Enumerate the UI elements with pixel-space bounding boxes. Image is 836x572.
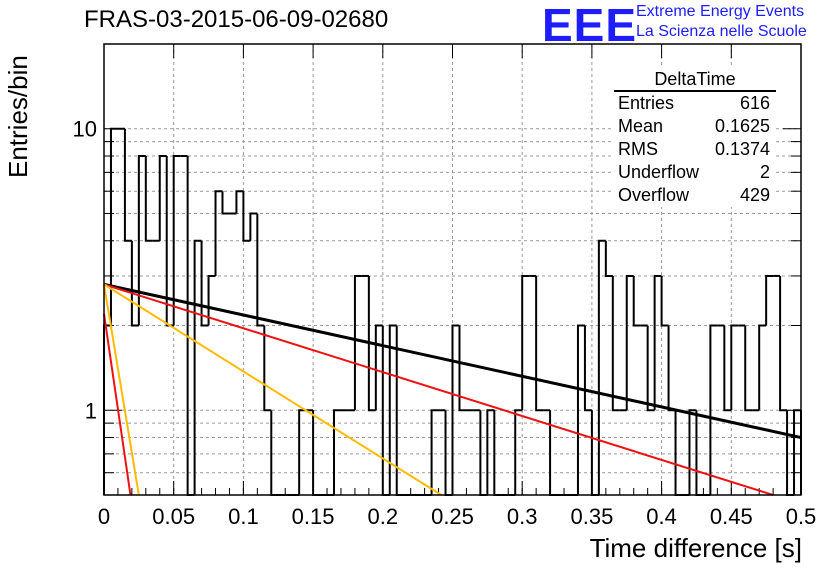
y-tick-labels: 1 10	[73, 117, 97, 424]
y-axis-label: Entries/bin	[3, 55, 33, 178]
stats-value: 616	[739, 93, 770, 113]
stats-label: Mean	[618, 116, 664, 136]
histogram-bin	[123, 128, 132, 242]
histogram-bin	[604, 240, 613, 277]
histogram-bin	[388, 324, 397, 495]
stats-label: Overflow	[618, 185, 690, 205]
histogram-bin	[130, 240, 139, 327]
x-tick-label: 0.15	[292, 504, 335, 529]
histogram-bin	[688, 409, 697, 495]
histogram-bin	[583, 325, 592, 412]
histogram-bin	[214, 190, 223, 276]
x-tick-label: 0.5	[786, 504, 817, 529]
x-tick-label: 0.4	[646, 504, 677, 529]
histogram-bin	[207, 274, 216, 326]
plot-frame	[103, 43, 802, 496]
histogram-bin	[730, 324, 739, 411]
stats-box: DeltaTime Entries 616 Mean 0.1625 RMS 0.…	[614, 68, 776, 207]
x-tick-label: 0.05	[152, 504, 195, 529]
histogram-bin	[249, 212, 258, 241]
x-tick-label: 0.3	[507, 504, 538, 529]
x-tick-label: 0	[98, 504, 110, 529]
histogram-bin	[200, 240, 209, 327]
fit-curve	[103, 282, 802, 440]
histogram-bin	[256, 213, 265, 327]
histogram-bin	[137, 155, 146, 326]
histogram-bin	[611, 275, 620, 412]
histogram-bin	[353, 274, 362, 411]
stats-value: 429	[739, 185, 770, 205]
histogram-bin	[765, 274, 774, 326]
fit-curve	[103, 284, 140, 496]
stats-row-mean: Mean 0.1625	[614, 115, 776, 138]
stats-label: Entries	[618, 93, 675, 113]
stats-row-rms: RMS 0.1374	[614, 138, 776, 161]
stats-value: 2	[759, 162, 770, 182]
histogram-bin	[653, 274, 662, 411]
y-tick-label: 1	[85, 398, 97, 423]
histogram-bin	[625, 274, 634, 411]
histogram-bin	[109, 127, 118, 326]
histogram-bin	[660, 275, 669, 327]
histogram-bin	[158, 155, 167, 241]
x-tick-label: 0.25	[431, 504, 474, 529]
histogram-bin	[333, 409, 341, 495]
x-tick-label: 0.35	[570, 504, 613, 529]
histogram-bin	[535, 275, 544, 412]
stats-label: Underflow	[618, 162, 700, 182]
histogram-bin	[193, 239, 202, 495]
x-axis-label: Time difference [s]	[589, 533, 802, 563]
histogram-bin	[646, 325, 655, 412]
histogram-bin	[458, 325, 467, 412]
stats-label: RMS	[618, 139, 658, 159]
stats-row-underflow: Underflow 2	[614, 161, 776, 184]
fit-curve	[103, 283, 774, 496]
histogram-bin	[263, 325, 272, 412]
fit-curve	[103, 313, 132, 496]
y-tick-label: 10	[73, 117, 97, 142]
logo-line-2: La Scienza nelle Scuole	[636, 23, 807, 40]
histogram-bin	[235, 190, 244, 214]
stats-value: 0.1374	[714, 139, 770, 159]
fit-curves	[103, 282, 802, 496]
histogram-bin	[430, 409, 439, 495]
histogram-bin	[172, 155, 181, 326]
stats-title: DeltaTime	[614, 68, 776, 92]
logo-line-1: Extreme Energy Events	[636, 3, 805, 20]
histogram-bin	[793, 409, 801, 495]
histogram-bin	[144, 156, 153, 242]
histogram-bin	[521, 274, 530, 411]
x-tick-labels: 0 0.05 0.1 0.15 0.2 0.25 0.3 0.35 0.4 0.45 0.5	[98, 504, 816, 529]
histogram-bin	[632, 275, 641, 327]
histogram-bin	[723, 325, 732, 412]
stats-row-entries: Entries 616	[614, 92, 776, 115]
eee-logo: EEE	[542, 0, 638, 51]
histogram-bin	[486, 409, 495, 495]
histogram-bin	[667, 325, 676, 412]
histogram-bin	[367, 275, 376, 412]
fit-curve	[103, 283, 442, 496]
histogram-bin	[779, 275, 788, 412]
histogram-bin	[597, 239, 606, 495]
histogram-bin	[451, 324, 460, 495]
x-tick-label: 0.2	[368, 504, 399, 529]
histogram-bin	[514, 409, 523, 495]
histogram-bin	[221, 191, 230, 215]
histogram-bin	[709, 324, 718, 495]
x-tick-label: 0.45	[710, 504, 753, 529]
histogram-bin	[744, 325, 753, 412]
histogram-bin	[576, 324, 585, 495]
run-title: FRAS-03-2015-06-09-02680	[84, 6, 389, 33]
histogram-bin	[758, 324, 767, 411]
x-tick-label: 0.1	[228, 504, 259, 529]
stats-row-overflow: Overflow 429	[614, 184, 776, 207]
histogram-bin	[242, 191, 251, 242]
histogram-bin	[374, 324, 383, 411]
stats-value: 0.1625	[714, 116, 770, 136]
